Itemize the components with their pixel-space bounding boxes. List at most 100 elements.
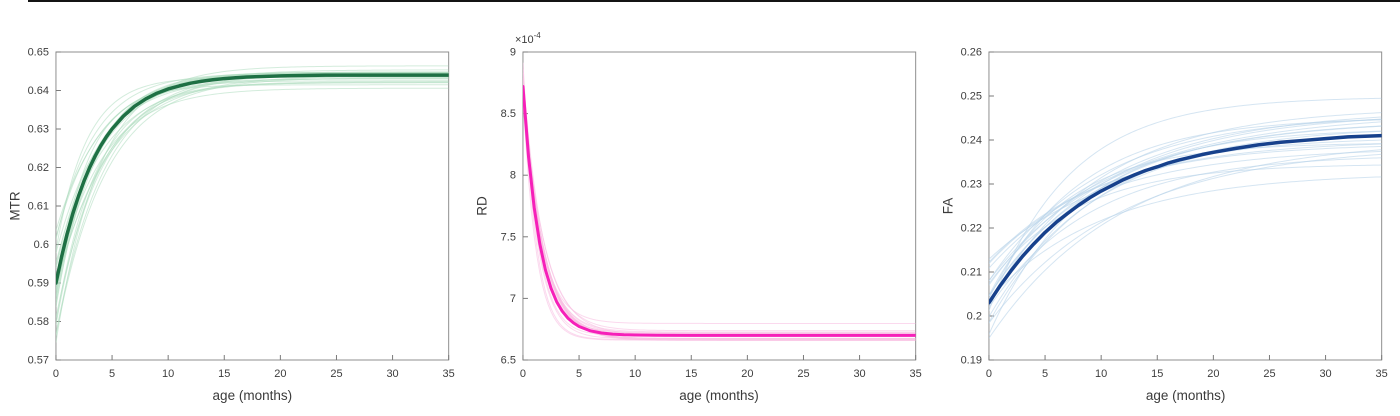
rd-x-axis-label: age (months)	[679, 388, 759, 403]
x-tick-label: 25	[330, 368, 342, 380]
subject-curve	[989, 145, 1382, 263]
subject-curve	[989, 164, 1382, 284]
x-tick-label: 25	[1264, 368, 1276, 380]
mtr-y-axis-label: MTR	[7, 191, 23, 221]
subject-curve	[55, 84, 449, 291]
x-tick-label: 30	[386, 368, 398, 380]
subject-curve	[522, 91, 916, 339]
subject-curve	[522, 88, 916, 341]
subject-curve	[55, 76, 449, 251]
subject-curve	[55, 65, 449, 343]
x-tick-label: 0	[53, 368, 59, 380]
y-tick-label: 0.26	[961, 46, 982, 58]
mtr-panel: 0 5 10 15 20 25 30 35 0.57 0.58 0.59 0.6 0.61 0.62 0.6…	[0, 0, 467, 416]
y-tick-label: 8	[510, 170, 516, 182]
subject-curve	[55, 87, 449, 282]
subject-curve	[55, 72, 449, 289]
subject-curve	[55, 82, 449, 326]
y-tick-label: 7.5	[500, 231, 515, 243]
y-tick-label: 7	[510, 293, 516, 305]
y-tick-label: 0.61	[28, 200, 49, 212]
x-tick-label: 15	[1151, 368, 1163, 380]
subject-curve	[55, 71, 449, 304]
mean-curve	[55, 73, 449, 285]
y-tick-label: 6.5	[500, 354, 515, 366]
plot-box	[988, 51, 1383, 361]
subject-curve	[55, 77, 449, 336]
y-tick-label: 0.57	[28, 354, 49, 366]
subject-curve	[55, 82, 449, 323]
subject-curve	[522, 81, 916, 341]
y-tick-label: 0.59	[28, 277, 49, 289]
x-tick-label: 5	[1042, 368, 1048, 380]
mean-curve	[522, 85, 916, 337]
y-tick-label: 0.25	[961, 90, 982, 102]
x-tick-label: 30	[1320, 368, 1332, 380]
y-tick-label: 0.22	[961, 222, 982, 234]
subject-curve	[989, 119, 1382, 299]
subject-curve	[55, 78, 449, 254]
fa-chart: 0 5 10 15 20 25 30 35 0.19 0.2 0.21 0.22 0.23 0.24 0.2…	[961, 46, 1388, 380]
subject-curve	[989, 112, 1382, 304]
fa-y-axis-label: FA	[940, 197, 956, 215]
subject-curve	[55, 80, 449, 301]
y-tick-label: 0.65	[28, 46, 49, 58]
subject-curve	[522, 92, 916, 341]
y-tick-label: 8.5	[500, 108, 515, 120]
subject-curve	[989, 97, 1382, 311]
x-tick-label: 15	[218, 368, 230, 380]
subject-curve	[522, 85, 916, 337]
subject-curve	[522, 80, 916, 337]
x-tick-label: 20	[1208, 368, 1220, 380]
subject-curve	[522, 72, 916, 335]
y-tick-label: 0.58	[28, 316, 49, 328]
subject-curve	[989, 157, 1382, 308]
x-tick-label: 0	[520, 368, 526, 380]
rd-y-axis-label: RD	[474, 196, 490, 216]
fa-x-axis-label: age (months)	[1145, 388, 1226, 403]
subject-curve	[522, 93, 916, 333]
x-tick-label: 5	[109, 368, 115, 380]
subject-curve	[989, 149, 1382, 339]
mtr-chart: 0 5 10 15 20 25 30 35 0.57 0.58 0.59 0.6 0.61 0.62 0.6…	[28, 46, 455, 380]
subject-curve	[55, 81, 449, 269]
subject-curve	[522, 62, 916, 337]
subject-curve	[55, 69, 449, 263]
x-tick-label: 35	[909, 368, 921, 380]
x-tick-label: 20	[741, 368, 753, 380]
subject-curve	[522, 90, 916, 336]
y-exponent-label: ×10-4	[515, 31, 541, 46]
rd-panel: 0 5 10 15 20 25 30 35 6.5 7 7.5 8 8.5 9 ×10-4 RD age (…	[467, 0, 934, 416]
y-tick-label: 0.6	[34, 239, 49, 251]
subject-curve	[989, 130, 1382, 335]
curves-group	[55, 65, 449, 343]
curves-group	[522, 62, 916, 341]
y-tick-label: 9	[510, 46, 516, 58]
y-tick-label: 0.21	[961, 266, 982, 278]
subject-curve	[55, 72, 449, 334]
subject-curve	[55, 71, 449, 308]
x-tick-label: 10	[162, 368, 174, 380]
x-tick-label: 15	[685, 368, 697, 380]
x-tick-label: 20	[274, 368, 286, 380]
mean-curve	[989, 133, 1382, 305]
subject-curve	[522, 85, 916, 324]
subject-curve	[989, 118, 1382, 282]
subject-curve	[522, 82, 916, 340]
x-tick-label: 30	[853, 368, 865, 380]
x-tick-label: 25	[797, 368, 809, 380]
x-tick-label: 35	[1376, 368, 1388, 380]
subject-curve	[55, 71, 449, 292]
y-tick-label: 0.63	[28, 123, 49, 135]
plot-box	[522, 51, 916, 361]
subject-curve	[55, 75, 449, 287]
subject-curve	[522, 69, 916, 341]
subject-curve	[522, 84, 916, 341]
y-tick-label: 0.2	[967, 310, 982, 322]
subject-curve	[522, 89, 916, 340]
x-tick-label: 5	[576, 368, 582, 380]
plot-box	[55, 51, 450, 361]
curves-group	[989, 97, 1382, 339]
subject-curve	[522, 78, 916, 340]
